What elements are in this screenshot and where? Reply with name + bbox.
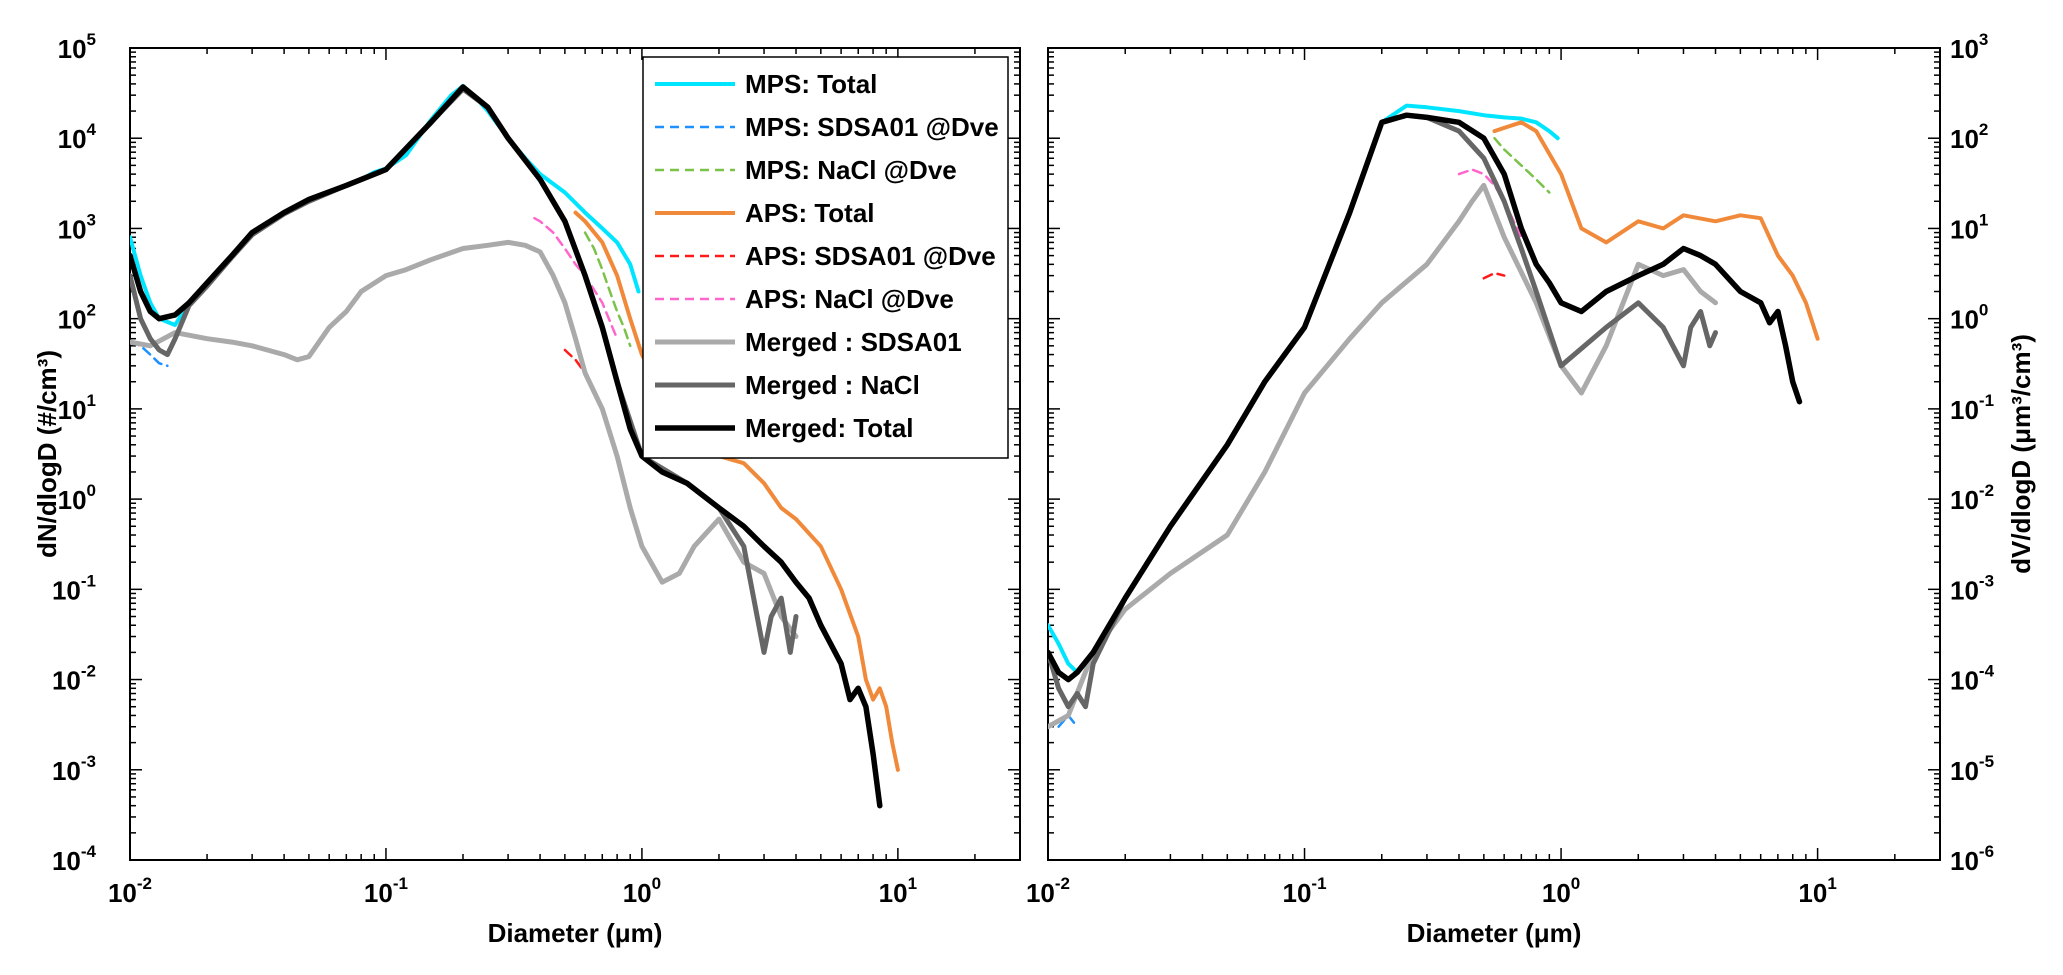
x-tick-label: 101: [879, 874, 917, 908]
series-line-merged-nacl: [1048, 112, 1718, 710]
number-distribution-panel: 10-2 10-1 100 101 10-4 10-3 10-2 10-1 100 101 102 1…: [32, 30, 1021, 948]
y-tick-label: 10-3: [52, 752, 96, 786]
legend-label: APS: Total: [745, 198, 875, 228]
series-line-aps-total: [573, 210, 900, 772]
series-line-aps-nacl-dve: [533, 216, 619, 340]
series-line-aps-sdsa01-dve: [1482, 271, 1506, 280]
y-tick-label: 101: [1950, 210, 1988, 244]
axes-frame: [1047, 47, 1941, 861]
x-tick-label: 100: [1542, 874, 1580, 908]
y-tick-label: 101: [58, 391, 96, 425]
legend-label: MPS: NaCl @Dve: [745, 155, 957, 185]
y-tick-label: 10-2: [52, 662, 96, 696]
y-tick-label: 104: [58, 120, 97, 154]
legend-label: Merged: Total: [745, 413, 914, 443]
y-tick-label: 100: [58, 481, 96, 515]
x-tick-label: 10-2: [1026, 874, 1070, 908]
series-line-merged-sdsa01: [1048, 182, 1718, 730]
x-tick-label: 101: [1798, 874, 1836, 908]
x-axis-label: Diameter (μm): [1407, 918, 1582, 948]
y-tick-label: 105: [58, 30, 96, 64]
y-tick-label: 10-4: [1950, 662, 1995, 696]
x-tick-label: 100: [623, 874, 661, 908]
legend-label: MPS: Total: [745, 69, 877, 99]
legend-box: [642, 56, 1009, 459]
y-tick-label: 102: [58, 301, 96, 335]
y-tick-label: 10-5: [1950, 752, 1994, 786]
volume-distribution-panel: 10-2 10-1 100 101 10-6 10-5 10-4 10-3 10-2 10-1 10…: [1026, 30, 2036, 948]
y-tick-label: 10-4: [52, 842, 97, 876]
legend-label: Merged : SDSA01: [745, 327, 962, 357]
legend-label: MPS: SDSA01 @Dve: [745, 112, 999, 142]
y-tick-label: 102: [1950, 120, 1988, 154]
x-axis-label: Diameter (μm): [488, 918, 663, 948]
legend-label: APS: NaCl @Dve: [745, 284, 954, 314]
y-tick-label: 103: [1950, 30, 1988, 64]
x-tick-label: 10-1: [364, 874, 408, 908]
y-tick-label: 10-2: [1950, 481, 1994, 515]
series-group: [130, 83, 900, 809]
axes-frame: [129, 47, 1021, 861]
y-tick-label: 103: [58, 210, 96, 244]
series-line-aps-sdsa01-dve: [563, 348, 587, 375]
y-tick-label: 10-1: [52, 571, 96, 605]
legend-label: APS: SDSA01 @Dve: [745, 241, 996, 271]
series-line-aps-total: [1492, 120, 1820, 341]
y-tick-label: 100: [1950, 301, 1988, 335]
series-line-merged-total: [1048, 112, 1803, 683]
series-line-merged-total: [130, 84, 883, 809]
series-group: [1048, 103, 1820, 730]
y-tick-label: 10-6: [1950, 842, 1994, 876]
legend-label: Merged : NaCl: [745, 370, 920, 400]
y-axis-label: dV/dlogD (μm³/cm³): [2006, 334, 2036, 574]
series-line-mps-nacl-dve: [1493, 136, 1551, 194]
y-tick-label: 10-1: [1950, 391, 1994, 425]
x-tick-label: 10-2: [108, 874, 152, 908]
series-line-merged-sdsa01: [130, 239, 799, 639]
series-line-mps-nacl-dve: [583, 231, 632, 348]
legend: MPS: Total MPS: SDSA01 @Dve MPS: NaCl @Dve…: [642, 56, 1009, 459]
y-axis-label: dN/dlogD (#/cm³): [32, 350, 62, 558]
y-tick-label: 10-3: [1950, 571, 1994, 605]
x-tick-label: 10-1: [1283, 874, 1327, 908]
